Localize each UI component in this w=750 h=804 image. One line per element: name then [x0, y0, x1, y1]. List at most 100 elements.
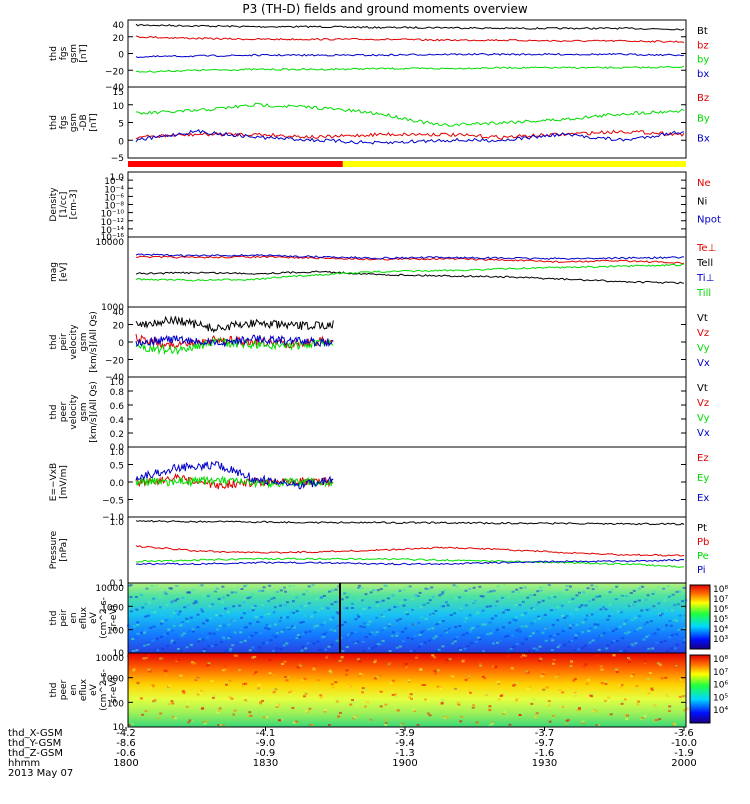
spectrogram-cell [517, 591, 521, 594]
spectrogram-cell [507, 595, 511, 598]
spectrogram-cell [295, 610, 299, 613]
spectrogram-cell [654, 703, 658, 706]
colorbar-label: 10⁶ [713, 605, 728, 615]
spectrogram-cell [633, 630, 637, 633]
spectrogram-cell [682, 627, 686, 630]
legend-bz: bz [697, 40, 709, 51]
spectrogram-cell [170, 587, 173, 590]
spectrogram-cell [663, 640, 667, 643]
y-tick-label: 100 [107, 627, 124, 637]
y-axis-label: Pressure [49, 530, 59, 569]
spectrogram-cell [409, 598, 412, 600]
spectrogram-cell [530, 607, 534, 610]
spectrogram-cell [378, 600, 382, 603]
spectrogram-cell [220, 601, 224, 604]
y-axis-label: [nT] [89, 113, 99, 131]
colorbar-label: 10⁷ [713, 595, 728, 605]
spectrogram-cell [663, 599, 667, 602]
spectrogram-cell [215, 601, 218, 603]
spectrogram-cell [610, 641, 614, 644]
spectrogram-cell [656, 662, 660, 665]
spectrogram-cell [171, 716, 175, 719]
spectrogram-cell [197, 640, 201, 643]
spectrogram-cell [641, 585, 645, 588]
y-axis-label: thd [49, 405, 59, 420]
spectrogram-cell [574, 634, 578, 637]
spectrogram-cell [587, 614, 591, 617]
spectrogram-cell [194, 679, 198, 681]
spectrogram-cell [437, 648, 441, 651]
spectrogram-cell [321, 648, 325, 651]
spectrogram-cell [331, 686, 335, 689]
spectrogram-cell [304, 710, 308, 713]
spectrogram-cell [670, 594, 674, 597]
spectrogram-cell [641, 716, 645, 719]
y-axis-label: mag [49, 262, 59, 282]
spectrogram-cell [619, 686, 623, 689]
spectrogram-cell [158, 595, 162, 598]
spectrogram-cell [362, 622, 366, 625]
spectrogram-cell [312, 668, 316, 671]
spectrogram-cell [446, 604, 450, 607]
spectrogram-cell [310, 615, 314, 618]
spectrogram-cell [446, 716, 450, 719]
spectrogram-cell [645, 621, 649, 624]
spectrogram-cell [423, 698, 427, 701]
spectrogram-cell [543, 613, 547, 616]
spectrogram-cell [643, 660, 647, 663]
spectrogram-cell [451, 675, 455, 678]
spectrogram-cell [552, 659, 556, 661]
spectrogram-cell [588, 677, 592, 679]
spectrogram-cell [381, 640, 385, 642]
spectrogram-cell [363, 688, 367, 691]
spectrogram-cell [629, 675, 633, 678]
spectrogram-cell [494, 614, 498, 617]
spectrogram-cell [154, 700, 158, 703]
spectrogram-cell [604, 592, 608, 595]
spectrogram-cell [221, 612, 224, 615]
series-bx [135, 52, 685, 59]
spectrogram-cell [454, 626, 458, 628]
spectrogram-cell [325, 606, 329, 609]
spectrogram-cell [338, 711, 342, 714]
spectrogram-cell [136, 632, 140, 635]
spectrogram-cell [565, 719, 569, 722]
spectrogram-cell [532, 698, 536, 701]
y-tick-label: −40 [105, 83, 124, 93]
spectrogram-cell [254, 671, 258, 674]
y-axis-label: fgs [59, 115, 69, 129]
spectrogram-cell [347, 684, 351, 687]
spectrogram-cell [418, 591, 422, 594]
spectrogram-cell [170, 641, 173, 644]
spectrogram-cell [581, 720, 585, 723]
spectrogram-cell [360, 587, 364, 590]
y-axis-label: gsm [69, 113, 79, 132]
spectrogram-cell [157, 716, 161, 719]
spectrogram-cell [312, 642, 316, 645]
spectrogram-cell [272, 611, 276, 614]
colorbar-label: 10⁶ [713, 681, 728, 691]
spectrogram-cell [239, 627, 243, 630]
spectrogram-cell [167, 703, 171, 706]
spectrogram-cell [666, 585, 670, 588]
y-axis-label: thd [49, 46, 59, 61]
y-tick-label: 20 [113, 34, 125, 44]
spectrogram-cell [170, 629, 174, 632]
spectrogram-cell [268, 673, 272, 676]
spectrogram-cell [373, 633, 377, 636]
colorbar-label: 10⁷ [713, 668, 728, 678]
spectrogram-cell [484, 693, 488, 696]
spectrogram-cell [224, 668, 228, 671]
spectrogram-cell [285, 642, 289, 645]
spectrogram-cell [379, 690, 383, 693]
legend-ti: Ti⊥ [696, 273, 714, 284]
spectrogram-cell [363, 705, 367, 708]
spectrogram-cell [340, 655, 344, 658]
spectrogram-cell [185, 617, 189, 620]
spectrogram-cell [164, 674, 168, 677]
spectrogram-cell [412, 606, 416, 609]
spectrogram-cell [672, 619, 676, 622]
spectrogram-cell [143, 631, 146, 634]
y-tick-label: 10000 [95, 654, 124, 664]
